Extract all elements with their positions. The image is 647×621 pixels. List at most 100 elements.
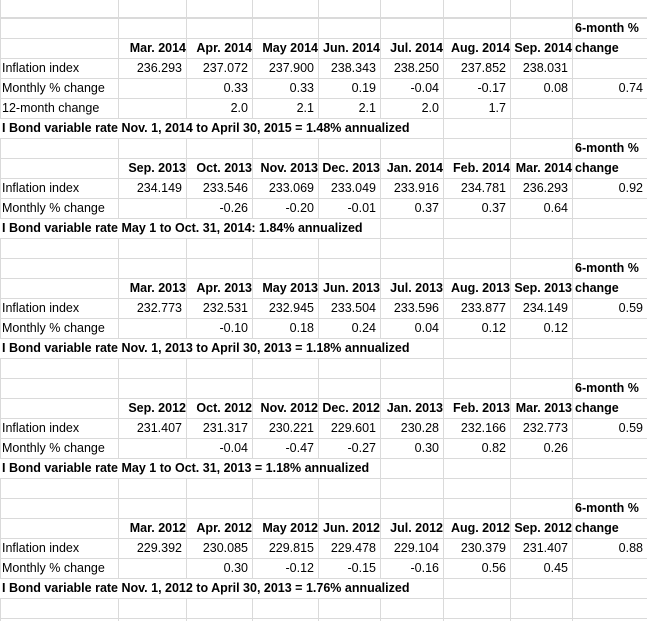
value-cell: 0.18 (289, 321, 314, 335)
value-cell: 234.149 (136, 181, 182, 195)
value-cell: 1.7 (488, 101, 506, 115)
value-cell: 237.072 (202, 61, 248, 75)
value-cell: 0.64 (543, 201, 568, 215)
change-cell: 0.88 (618, 541, 643, 555)
value-cell: 0.08 (543, 81, 568, 95)
value-cell: 2.0 (421, 101, 439, 115)
value-cell: 0.33 (223, 81, 248, 95)
change-header: 6-month % change (575, 501, 639, 535)
value-cell: -0.27 (347, 441, 377, 455)
month-header: Apr. 2013 (196, 281, 252, 295)
month-header: Aug. 2013 (450, 281, 510, 295)
value-cell: 233.504 (330, 301, 376, 315)
value-cell: 0.33 (289, 81, 314, 95)
value-cell: 0.30 (223, 561, 248, 575)
value-cell: 0.45 (543, 561, 568, 575)
month-header: Sep. 2013 (128, 161, 186, 175)
value-cell: 232.773 (136, 301, 182, 315)
month-header: Jul. 2013 (390, 281, 443, 295)
row-label: Monthly % change (2, 441, 105, 455)
value-cell: 232.945 (268, 301, 314, 315)
value-cell: -0.04 (219, 441, 249, 455)
grid-line (318, 0, 319, 621)
value-cell: -0.47 (285, 441, 315, 455)
value-cell: 238.250 (393, 61, 439, 75)
month-header: Sep. 2013 (514, 281, 572, 295)
row-label: Inflation index (2, 421, 80, 435)
change-header: 6-month % change (575, 21, 639, 55)
rate-note: I Bond variable rate Nov. 1, 2013 to Apr… (0, 339, 410, 358)
grid-line (380, 0, 381, 621)
value-cell: 231.317 (202, 421, 248, 435)
value-cell: 0.30 (414, 441, 439, 455)
change-cell: 0.74 (618, 81, 643, 95)
month-header: May 2012 (262, 521, 318, 535)
month-header: Jun. 2012 (323, 521, 380, 535)
month-header: Mar. 2014 (129, 41, 186, 55)
value-cell: 236.293 (136, 61, 182, 75)
value-cell: 230.379 (460, 541, 506, 555)
value-cell: 232.773 (522, 421, 568, 435)
change-header: 6-month % change (575, 381, 639, 415)
value-cell: 2.0 (230, 101, 248, 115)
month-header: Jul. 2014 (390, 41, 443, 55)
row-label: Monthly % change (2, 321, 105, 335)
row-label: Monthly % change (2, 561, 105, 575)
value-cell: 2.1 (358, 101, 376, 115)
month-header: Mar. 2012 (129, 521, 186, 535)
change-cell: 0.59 (618, 421, 643, 435)
value-cell: 0.56 (481, 561, 506, 575)
rate-note: I Bond variable rate May 1 to Oct. 31, 2… (0, 459, 370, 478)
grid-line (186, 0, 187, 621)
month-header: Mar. 2013 (515, 401, 572, 415)
value-cell: -0.04 (410, 81, 440, 95)
row-label: Monthly % change (2, 81, 105, 95)
value-cell: 0.12 (481, 321, 506, 335)
value-cell: 229.392 (136, 541, 182, 555)
value-cell: 0.04 (414, 321, 439, 335)
grid-line (443, 0, 444, 621)
month-header: Sep. 2012 (514, 521, 572, 535)
value-cell: 229.815 (268, 541, 314, 555)
value-cell: 0.19 (351, 81, 376, 95)
value-cell: 230.085 (202, 541, 248, 555)
month-header: Jan. 2014 (386, 161, 443, 175)
change-header: 6-month % change (575, 261, 639, 295)
month-header: Feb. 2013 (453, 401, 510, 415)
grid-line (118, 0, 119, 621)
rate-note: I Bond variable rate May 1 to Oct. 31, 2… (0, 219, 363, 238)
month-header: May 2014 (262, 41, 318, 55)
month-header: Oct. 2012 (196, 401, 252, 415)
value-cell: -0.10 (219, 321, 249, 335)
month-header: Jan. 2013 (386, 401, 443, 415)
value-cell: 233.049 (330, 181, 376, 195)
value-cell: -0.17 (477, 81, 507, 95)
month-header: Aug. 2012 (450, 521, 510, 535)
month-header: Oct. 2013 (196, 161, 252, 175)
value-cell: 237.900 (268, 61, 314, 75)
month-header: Sep. 2012 (128, 401, 186, 415)
month-header: Apr. 2014 (196, 41, 252, 55)
month-header: Nov. 2013 (260, 161, 318, 175)
value-cell: 230.221 (268, 421, 314, 435)
value-cell: 233.069 (268, 181, 314, 195)
value-cell: -0.12 (285, 561, 315, 575)
value-cell: 2.1 (296, 101, 314, 115)
grid-line (510, 0, 511, 621)
value-cell: 232.166 (460, 421, 506, 435)
value-cell: 231.407 (136, 421, 182, 435)
row-label: Inflation index (2, 301, 80, 315)
value-cell: 229.478 (330, 541, 376, 555)
value-cell: 0.82 (481, 441, 506, 455)
value-cell: 237.852 (460, 61, 506, 75)
value-cell: 238.031 (522, 61, 568, 75)
value-cell: 234.781 (460, 181, 506, 195)
row-label: Inflation index (2, 61, 80, 75)
value-cell: 236.293 (522, 181, 568, 195)
change-cell: 0.92 (618, 181, 643, 195)
value-cell: 238.343 (330, 61, 376, 75)
month-header: Jun. 2013 (323, 281, 380, 295)
month-header: Jul. 2012 (390, 521, 443, 535)
value-cell: 0.26 (543, 441, 568, 455)
